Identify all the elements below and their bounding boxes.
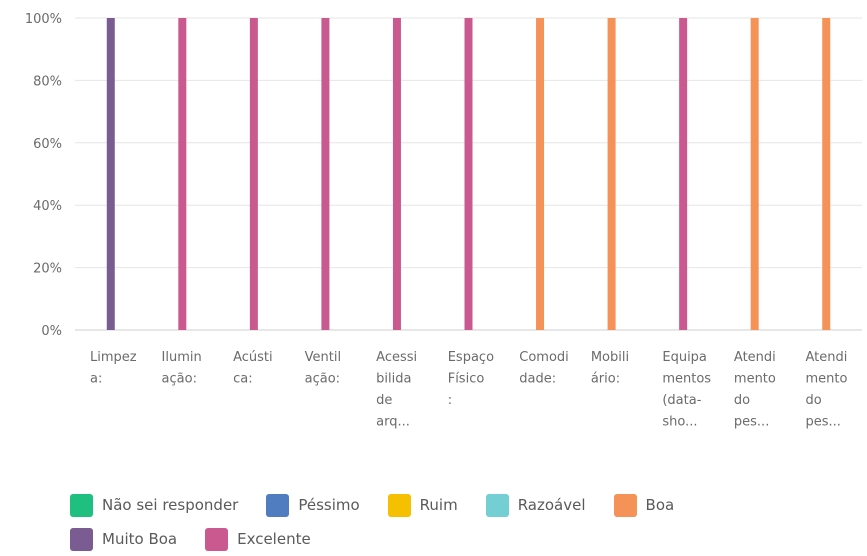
bar-segment: [249, 18, 258, 330]
bar-segment: [321, 18, 330, 330]
bar-segment: [607, 18, 616, 330]
y-tick-label: 80%: [33, 74, 62, 89]
legend-label: Boa: [645, 496, 675, 514]
legend-item[interactable]: Ruim: [387, 493, 458, 517]
legend-item[interactable]: Boa: [613, 493, 675, 517]
bar-segment: [106, 18, 115, 330]
legend-item[interactable]: Não sei responder: [70, 493, 239, 517]
legend-label: Ruim: [419, 496, 458, 514]
bar-segment: [536, 18, 545, 330]
legend-label: Excelente: [237, 530, 311, 548]
legend-label: Razoável: [517, 496, 586, 514]
bar-segment: [822, 18, 831, 330]
x-tick-label: Ventil ação:: [305, 350, 341, 387]
legend-item[interactable]: Excelente: [205, 527, 311, 551]
legend-row: Muito Boa Excelente: [70, 522, 850, 556]
legend-label: Muito Boa: [102, 530, 178, 548]
x-tick-label: Equipa mentos (data-sho...: [662, 350, 711, 430]
legend-swatch: [613, 493, 637, 517]
bar-segment: [750, 18, 759, 330]
legend-item[interactable]: Razoável: [485, 493, 586, 517]
legend-label: Não sei responder: [102, 496, 239, 514]
x-tick-label: Espaço Físico:: [448, 350, 494, 408]
y-tick-label: 100%: [25, 12, 62, 27]
y-tick-label: 40%: [33, 199, 62, 214]
legend-swatch: [485, 493, 509, 517]
x-tick-label: Acessi bilida de arq...: [376, 350, 417, 430]
legend-swatch: [70, 493, 93, 517]
bar-segment: [464, 18, 473, 330]
legend-row: Não sei responder Péssimo Ruim Razoável Boa: [70, 488, 850, 522]
x-axis: Limpez a: Ilumin ação: Acústi ca: Ventil ação: A…: [90, 350, 847, 430]
x-tick-label: Atendi mento do pes...: [734, 350, 776, 430]
bar-segment: [178, 18, 187, 330]
legend-swatch: [205, 527, 229, 551]
legend: Não sei responder Péssimo Ruim Razoável Boa M…: [70, 488, 850, 556]
bar-segment: [392, 18, 401, 330]
legend-swatch: [70, 527, 93, 551]
x-tick-label: Ilumin ação:: [162, 350, 202, 387]
x-tick-label: Comodi dade:: [519, 350, 569, 387]
y-tick-label: 0%: [41, 324, 62, 339]
legend-item[interactable]: Péssimo: [266, 493, 360, 517]
x-tick-label: Mobili ário:: [591, 350, 629, 387]
legend-swatch: [266, 493, 290, 517]
y-tick-label: 60%: [33, 137, 62, 152]
x-tick-label: Limpez a:: [90, 350, 137, 387]
legend-item[interactable]: Muito Boa: [70, 527, 178, 551]
legend-swatch: [387, 493, 411, 517]
x-tick-label: Acústi ca:: [233, 350, 273, 387]
y-tick-label: 20%: [33, 262, 62, 277]
x-tick-label: Atendi mento do pes...: [805, 350, 847, 430]
bar-segment: [679, 18, 688, 330]
y-axis: 0% 20% 40% 60% 80% 100%: [25, 12, 62, 339]
bars: [106, 18, 831, 330]
legend-label: Péssimo: [298, 496, 360, 514]
